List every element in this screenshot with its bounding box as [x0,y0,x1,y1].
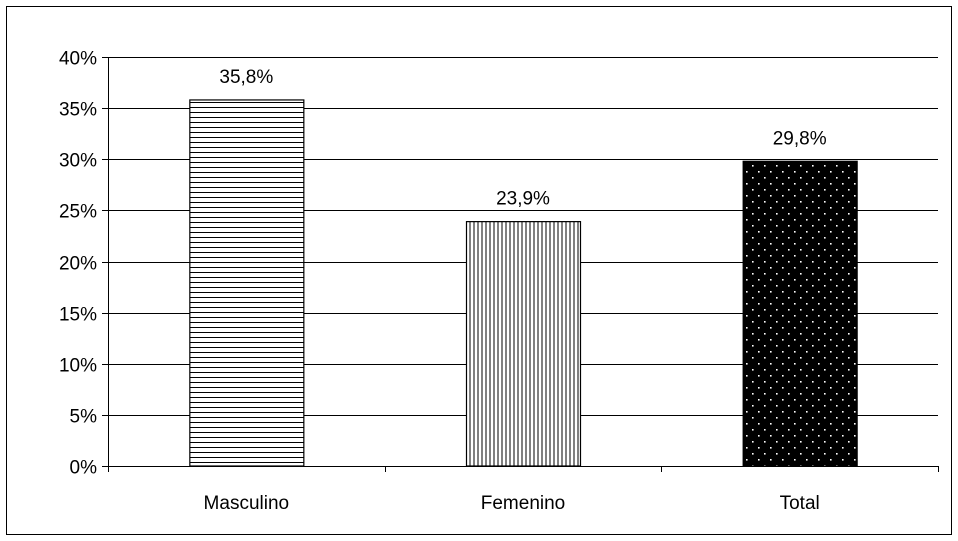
bar-femenino [465,221,582,467]
y-tick-label: 20% [59,254,97,275]
y-tick-label: 25% [59,202,97,223]
y-tick-label: 0% [70,458,98,479]
y-tick-label: 30% [59,151,97,172]
y-tick-label: 35% [59,100,97,121]
y-tick-label: 5% [70,407,98,428]
data-label: 35,8% [219,67,273,88]
data-label: 23,9% [496,189,550,210]
labels: 0% 5% 10% 15% 20% 25% 30% 35% 40% 35,8% Masculino 2… [59,49,827,515]
y-tick-label: 40% [59,49,97,70]
bars [189,99,858,467]
data-label: 29,8% [773,128,827,149]
bar-masculino [189,99,305,467]
x-tick-label: Total [780,493,820,514]
x-tick-label: Masculino [204,493,290,514]
bar-total [742,160,858,467]
y-tick-label: 15% [59,305,97,326]
y-tick-label: 10% [59,356,97,377]
x-tick-label: Femenino [481,493,566,514]
